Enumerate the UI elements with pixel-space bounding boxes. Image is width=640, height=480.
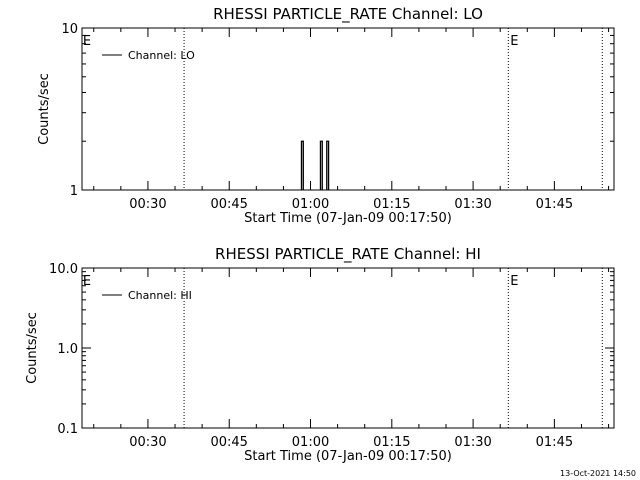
x-axis-label: Start Time (07-Jan-09 00:17:50) [244, 449, 452, 464]
y-tick-label: 1 [70, 184, 78, 199]
x-tick-label: 00:30 [129, 197, 166, 212]
chart-title: RHESSI PARTICLE_RATE Channel: HI [215, 245, 481, 264]
footer-timestamp: 13-Oct-2021 14:50 [560, 469, 636, 478]
y-axis-label: Counts/sec [25, 312, 40, 384]
x-axis-label: Start Time (07-Jan-09 00:17:50) [244, 211, 452, 226]
series-spike [300, 140, 304, 190]
y-tick-label: 10.0 [49, 262, 78, 277]
legend-entry: Channel: HI [128, 289, 192, 302]
x-tick-label: 00:45 [210, 435, 247, 450]
x-tick-label: 01:15 [373, 197, 410, 212]
panel-lo: RHESSI PARTICLE_RATE Channel: LO 1 10 00:30… [37, 5, 615, 226]
x-tick-label: 01:00 [292, 197, 329, 212]
annotation-e: E [510, 34, 518, 49]
panel-hi: RHESSI PARTICLE_RATE Channel: HI 0.1 1.0 10… [25, 245, 615, 464]
x-tick-label: 00:30 [129, 435, 166, 450]
y-tick-label: 1.0 [57, 342, 78, 357]
series-spike [319, 140, 323, 190]
y-tick-label: 0.1 [57, 422, 78, 437]
x-tick-label: 01:30 [454, 197, 491, 212]
y-tick-label: 10 [61, 22, 78, 37]
x-tick-label: 00:45 [210, 197, 247, 212]
y-axis-label: Counts/sec [37, 73, 52, 145]
x-tick-label: 01:45 [536, 435, 573, 450]
x-tick-label: 01:00 [292, 435, 329, 450]
plot-frame [81, 27, 615, 191]
series-spike [326, 140, 330, 190]
annotation-e: E [510, 274, 518, 289]
annotation-e: E [83, 274, 91, 289]
x-tick-label: 01:30 [454, 435, 491, 450]
legend-entry: Channel: LO [128, 49, 195, 62]
chart-title: RHESSI PARTICLE_RATE Channel: LO [213, 5, 483, 24]
x-tick-label: 01:45 [536, 197, 573, 212]
x-tick-label: 01:15 [373, 435, 410, 450]
annotation-e: E [83, 34, 91, 49]
